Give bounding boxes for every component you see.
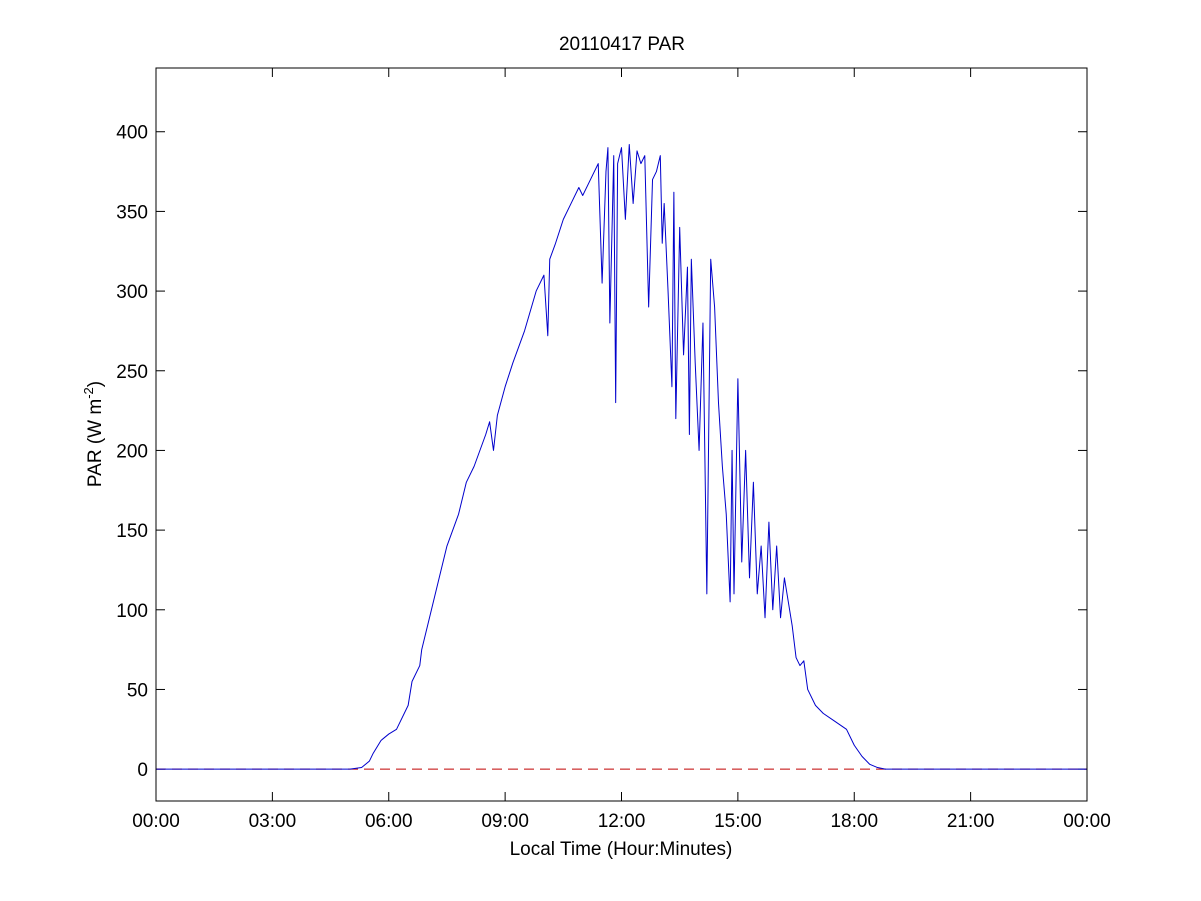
x-tick-label: 03:00 [249, 811, 297, 832]
y-axis-ticks: 0 50 100 150 200 250 300 350 400 [116, 123, 1087, 781]
x-tick-label: 18:00 [830, 811, 878, 832]
y-tick-label: 200 [116, 441, 148, 462]
chart-title: 20110417 PAR [559, 34, 685, 55]
y-axis-label: PAR (W m-2) [81, 381, 106, 487]
y-tick-label: 300 [116, 282, 148, 303]
x-axis-ticks: 00:00 03:00 06:00 09:00 12:00 15:00 18:00 21:00… [132, 68, 1111, 832]
x-tick-label: 12:00 [598, 811, 646, 832]
x-tick-label: 09:00 [481, 811, 529, 832]
y-axis-label-close: ) [85, 381, 106, 387]
x-tick-label: 00:00 [132, 811, 180, 832]
x-axis-label: Local Time (Hour:Minutes) [510, 839, 733, 860]
x-tick-label: 06:00 [365, 811, 413, 832]
y-tick-label: 250 [116, 362, 148, 383]
x-tick-label: 00:00 [1063, 811, 1111, 832]
par-series-line [156, 143, 1087, 770]
y-tick-label: 100 [116, 601, 148, 622]
y-tick-label: 350 [116, 202, 148, 223]
y-tick-label: 150 [116, 521, 148, 542]
x-tick-label: 21:00 [947, 811, 995, 832]
y-axis-label-main: PAR (W m [85, 399, 106, 487]
y-tick-label: 50 [127, 680, 148, 701]
x-tick-label: 15:00 [714, 811, 762, 832]
y-tick-label: 0 [137, 760, 148, 781]
plot-area-frame [155, 67, 1088, 802]
y-axis-label-superscript: -2 [81, 387, 96, 399]
y-tick-label: 400 [116, 123, 148, 144]
